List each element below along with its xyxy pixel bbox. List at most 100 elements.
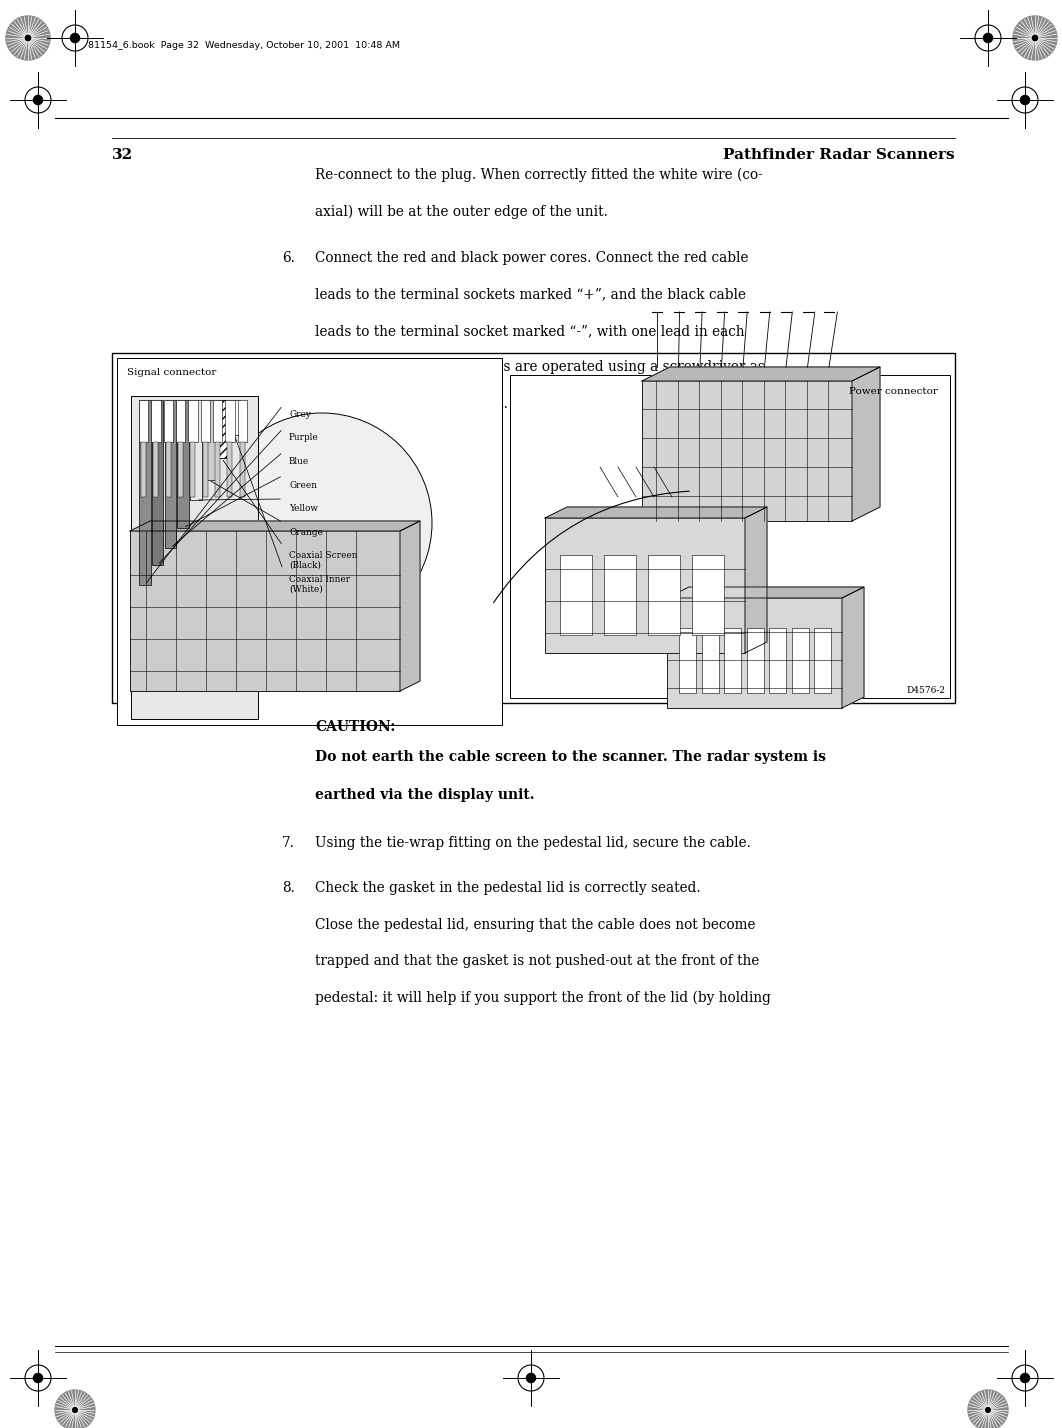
Text: Do not earth the cable screen to the scanner. The radar system is: Do not earth the cable screen to the sca… <box>315 750 826 764</box>
Bar <box>769 628 786 693</box>
Polygon shape <box>130 521 419 531</box>
Polygon shape <box>545 507 767 518</box>
Bar <box>203 443 208 497</box>
Polygon shape <box>667 587 864 598</box>
Text: Signal connector: Signal connector <box>127 368 217 377</box>
Text: Grey: Grey <box>289 410 311 418</box>
Text: Re-connect to the plug. When correctly fitted the white wire (co-: Re-connect to the plug. When correctly f… <box>315 169 763 183</box>
Text: earthed via the display unit.: earthed via the display unit. <box>315 788 534 803</box>
Bar <box>560 555 592 635</box>
Polygon shape <box>643 367 880 381</box>
Circle shape <box>1021 96 1029 104</box>
Text: Coaxial Screen
(Black): Coaxial Screen (Black) <box>289 551 358 570</box>
Bar <box>667 598 842 708</box>
Text: leads to the terminal sockets marked “+”, and the black cable: leads to the terminal sockets marked “+”… <box>315 287 746 301</box>
Bar <box>190 400 202 500</box>
Text: Pathfinder Radar Scanners: Pathfinder Radar Scanners <box>723 149 955 161</box>
Bar <box>724 628 741 693</box>
Bar <box>679 628 696 693</box>
Text: Connect the red and black power cores. Connect the red cable: Connect the red and black power cores. C… <box>315 251 749 266</box>
Bar <box>139 400 149 443</box>
Text: shown in the inset diagram.: shown in the inset diagram. <box>315 397 508 411</box>
Bar <box>188 400 198 443</box>
Polygon shape <box>746 507 767 653</box>
Text: trapped and that the gasket is not pushed-out at the front of the: trapped and that the gasket is not pushe… <box>315 954 759 968</box>
Bar <box>165 400 176 548</box>
Circle shape <box>967 1389 1008 1428</box>
Circle shape <box>25 36 31 40</box>
Text: axial) will be at the outer edge of the unit.: axial) will be at the outer edge of the … <box>315 204 607 218</box>
Bar <box>141 443 147 497</box>
Polygon shape <box>842 587 864 708</box>
Circle shape <box>527 1374 535 1382</box>
Text: Orange: Orange <box>289 527 323 537</box>
Bar <box>702 628 719 693</box>
Bar <box>151 400 160 443</box>
Bar <box>227 443 233 497</box>
Circle shape <box>212 413 432 633</box>
Text: Using the tie-wrap fitting on the pedestal lid, secure the cable.: Using the tie-wrap fitting on the pedest… <box>315 835 751 850</box>
Bar <box>112 353 955 703</box>
Text: Check the gasket in the pedestal lid is correctly seated.: Check the gasket in the pedestal lid is … <box>315 881 701 895</box>
Polygon shape <box>852 367 880 521</box>
Circle shape <box>33 1374 42 1382</box>
Bar <box>216 443 220 497</box>
Bar <box>216 400 227 458</box>
Circle shape <box>33 96 42 104</box>
Text: Power connector: Power connector <box>850 387 938 396</box>
Text: 81154_6.book  Page 32  Wednesday, October 10, 2001  10:48 AM: 81154_6.book Page 32 Wednesday, October … <box>88 41 400 50</box>
Bar <box>177 400 189 528</box>
Text: Yellow: Yellow <box>289 504 318 513</box>
Circle shape <box>1021 1374 1029 1382</box>
Text: Blue: Blue <box>289 457 309 466</box>
Text: socket. The terminal clamps are operated using a screwdriver as: socket. The terminal clamps are operated… <box>315 360 765 374</box>
Bar <box>166 443 171 497</box>
Circle shape <box>986 1408 991 1412</box>
Text: 6.: 6. <box>282 251 295 266</box>
Text: Green: Green <box>289 480 316 490</box>
Text: 8.: 8. <box>282 881 295 895</box>
Bar <box>139 400 151 585</box>
Bar <box>604 555 636 635</box>
Text: D4576-2: D4576-2 <box>906 685 945 695</box>
Bar <box>216 400 227 458</box>
Text: 7.: 7. <box>282 835 295 850</box>
Text: Purple: Purple <box>289 434 319 443</box>
Bar <box>117 358 502 725</box>
Bar <box>791 628 808 693</box>
Circle shape <box>6 16 50 60</box>
Bar <box>190 443 195 497</box>
Circle shape <box>55 1389 95 1428</box>
Bar <box>813 628 830 693</box>
Bar <box>176 400 185 443</box>
Bar <box>228 400 240 436</box>
Bar <box>201 400 210 443</box>
Bar <box>545 518 746 653</box>
Bar <box>747 628 764 693</box>
Circle shape <box>983 33 993 43</box>
Bar <box>225 400 235 443</box>
Bar <box>154 443 158 497</box>
Bar <box>240 443 244 497</box>
Bar <box>178 443 183 497</box>
Text: pedestal: it will help if you support the front of the lid (by holding: pedestal: it will help if you support th… <box>315 991 771 1005</box>
Bar <box>510 376 950 698</box>
Bar <box>213 400 222 443</box>
Bar <box>131 396 258 720</box>
Circle shape <box>1013 16 1057 60</box>
Bar <box>152 400 164 565</box>
Bar <box>203 400 215 480</box>
Bar <box>238 400 246 443</box>
Bar <box>648 555 680 635</box>
Bar <box>692 555 724 635</box>
Circle shape <box>1032 36 1038 40</box>
Bar <box>130 531 400 691</box>
Text: 32: 32 <box>112 149 133 161</box>
Bar <box>643 381 852 521</box>
Bar <box>164 400 173 443</box>
Text: Coaxial Inner
(White): Coaxial Inner (White) <box>289 574 350 593</box>
Circle shape <box>70 33 80 43</box>
Text: Close the pedestal lid, ensuring that the cable does not become: Close the pedestal lid, ensuring that th… <box>315 918 755 932</box>
Polygon shape <box>400 521 419 691</box>
Text: CAUTION:: CAUTION: <box>315 720 395 734</box>
